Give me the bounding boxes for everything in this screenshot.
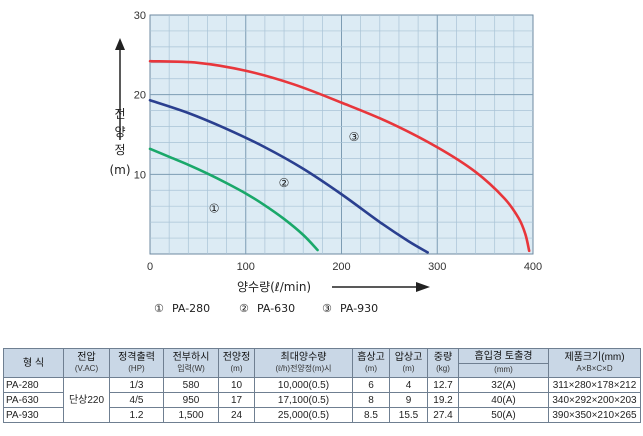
x-tick-label: 100 (237, 261, 255, 273)
cell-weight: 19.2 (427, 392, 459, 408)
curve-marker-2: ② (279, 176, 290, 190)
table-header-row: 형 식 전압 (V.AC) 정격출력 (HP) 전부하시 입력(W) 전양정 (m) 최… (3, 348, 641, 378)
spec-table: 형 식 전압 (V.AC) 정격출력 (HP) 전부하시 입력(W) 전양정 (m) 최… (3, 348, 641, 423)
x-label-text: 양수량(ℓ/min) (237, 280, 311, 294)
cell-input: 950 (163, 392, 219, 408)
curve-markers: ① ② ③ (209, 130, 360, 216)
cell-voltage: 단상220 (63, 377, 110, 423)
table-row: PA-280 단상220 1/3 580 10 10,000(0.5) 6 4 … (3, 377, 641, 423)
header-push-head: 압상고 (m) (389, 348, 428, 378)
header-weight: 중량 (kg) (427, 348, 459, 378)
cell-suction: 8 (352, 392, 390, 408)
cell-model: PA-930 (3, 407, 64, 423)
legend-item-1-label: PA-280 (172, 302, 210, 315)
cell-size: 311×280×178×212 (548, 377, 641, 393)
x-tick-label: 200 (332, 261, 350, 273)
cell-push: 4 (389, 377, 428, 393)
y-tick-label: 10 (134, 169, 146, 181)
cell-size: 390×350×210×265 (548, 407, 641, 423)
cell-output: 4/5 (109, 392, 164, 408)
header-total-head: 전양정 (m) (218, 348, 255, 378)
pump-performance-chart: 10 20 30 0 100 200 300 400 ① ② ③ 전 양 정 (m) 양수량(ℓ… (109, 10, 542, 315)
cell-diameter: 32(A) (458, 377, 549, 393)
cell-head: 24 (218, 407, 255, 423)
legend-item-2-label: PA-630 (257, 302, 295, 315)
cell-flow: 17,100(0.5) (254, 392, 353, 408)
header-suction-head: 흡상고 (m) (352, 348, 390, 378)
series-lines (148, 59, 531, 254)
legend: ① PA-280 ② PA-630 ③ PA-930 (154, 302, 378, 315)
curve-marker-3: ③ (349, 130, 360, 144)
y-arrow-icon (115, 38, 125, 50)
grid-lines (150, 15, 533, 254)
cell-size: 340×292×200×203 (548, 392, 641, 408)
cell-head: 10 (218, 377, 255, 393)
y-label-char-4: (m) (109, 163, 130, 177)
table-row: PA-930 1.2 1,500 24 25,000(0.5) 8.5 15.5… (3, 407, 641, 423)
header-model: 형 식 (3, 348, 64, 378)
x-axis-label: 양수량(ℓ/min) (237, 280, 430, 294)
y-label-char-3: 정 (114, 143, 125, 157)
y-tick-label: 20 (134, 90, 146, 102)
header-full-load-input: 전부하시 입력(W) (163, 348, 219, 378)
cell-head: 17 (218, 392, 255, 408)
legend-item-3-label: PA-930 (340, 302, 378, 315)
cell-output: 1/3 (109, 377, 164, 393)
legend-item-2-symbol: ② (239, 302, 249, 315)
x-tick-label: 400 (524, 261, 542, 273)
cell-weight: 12.7 (427, 377, 459, 393)
legend-item-1-symbol: ① (154, 302, 164, 315)
y-label-char-1: 전 (114, 107, 125, 121)
header-max-flow: 최대양수량 (ℓ/h)전양정(m)시 (254, 348, 353, 378)
cell-push: 9 (389, 392, 428, 408)
x-tick-labels: 0 100 200 300 400 (147, 261, 542, 273)
series-line-pa-630 (148, 98, 429, 254)
cell-model: PA-280 (3, 377, 64, 393)
header-rated-output: 정격출력 (HP) (109, 348, 164, 378)
y-tick-labels: 10 20 30 (134, 10, 146, 181)
x-tick-label: 0 (147, 261, 153, 273)
y-label-char-2: 양 (114, 125, 125, 139)
table-row: PA-630 4/5 950 17 17,100(0.5) 8 9 19.2 4… (3, 392, 641, 408)
cell-suction: 6 (352, 377, 390, 393)
header-dimensions: 제품크기(mm) A×B×C×D (548, 348, 641, 378)
cell-diameter: 50(A) (458, 407, 549, 423)
y-tick-label: 30 (134, 10, 146, 22)
cell-flow: 25,000(0.5) (254, 407, 353, 423)
cell-weight: 27.4 (427, 407, 459, 423)
cell-model: PA-630 (3, 392, 64, 408)
cell-input: 580 (163, 377, 219, 393)
cell-input: 1,500 (163, 407, 219, 423)
cell-flow: 10,000(0.5) (254, 377, 353, 393)
cell-suction: 8.5 (352, 407, 390, 423)
legend-item-3-symbol: ③ (322, 302, 332, 315)
x-tick-label: 300 (428, 261, 446, 273)
cell-output: 1.2 (109, 407, 164, 423)
header-diameters: 흡입경 토출경 (mm) (458, 348, 549, 378)
header-voltage: 전압 (V.AC) (63, 348, 110, 378)
y-axis-label: 전 양 정 (m) (109, 38, 131, 177)
x-arrow-icon (416, 282, 430, 292)
series-line-pa-930 (148, 59, 531, 253)
cell-diameter: 40(A) (458, 392, 549, 408)
series-line-pa-280 (148, 147, 319, 252)
curve-marker-1: ① (209, 202, 220, 216)
cell-push: 15.5 (389, 407, 428, 423)
